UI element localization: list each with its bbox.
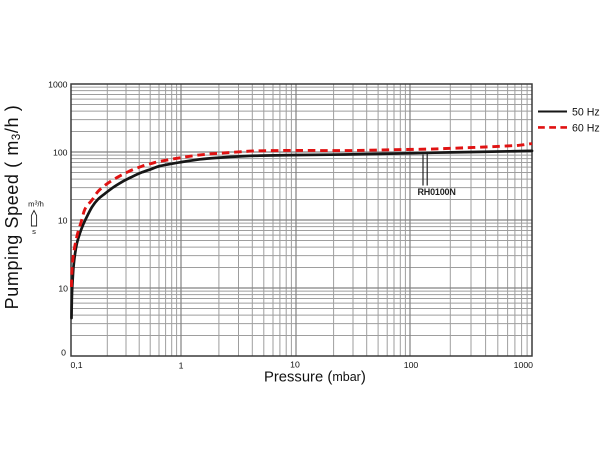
svg-text:60 Hz: 60 Hz bbox=[572, 122, 600, 134]
svg-text:RH0100N: RH0100N bbox=[418, 187, 456, 197]
svg-text:0,1: 0,1 bbox=[71, 360, 83, 370]
svg-text:1: 1 bbox=[179, 361, 184, 371]
svg-text:1000: 1000 bbox=[514, 360, 533, 370]
svg-text:Pumping Speed ( m3/h ): Pumping Speed ( m3/h ) bbox=[2, 105, 23, 310]
svg-text:100: 100 bbox=[53, 147, 68, 157]
svg-text:m3/h: m3/h bbox=[28, 200, 44, 209]
svg-text:Pressure (mbar): Pressure (mbar) bbox=[264, 369, 366, 386]
svg-text:10: 10 bbox=[58, 283, 68, 293]
svg-text:0: 0 bbox=[61, 348, 66, 358]
svg-text:1000: 1000 bbox=[48, 79, 67, 89]
svg-text:s: s bbox=[32, 227, 36, 236]
svg-text:10: 10 bbox=[58, 215, 68, 225]
svg-text:100: 100 bbox=[404, 360, 419, 370]
svg-text:10: 10 bbox=[290, 360, 300, 370]
svg-text:50 Hz: 50 Hz bbox=[572, 107, 600, 119]
